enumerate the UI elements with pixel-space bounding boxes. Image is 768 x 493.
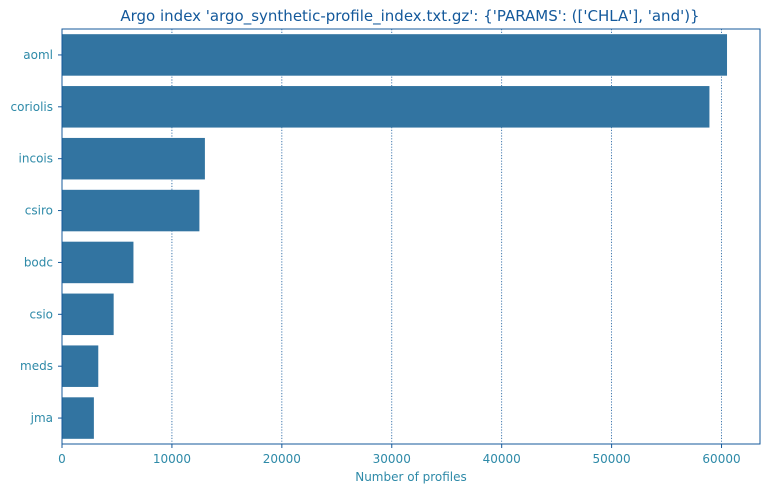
- x-tick-label: 50000: [593, 452, 631, 466]
- y-tick-label-csio: csio: [29, 307, 53, 321]
- bar-incois: [62, 137, 205, 180]
- bar-bodc: [62, 241, 134, 284]
- y-tick-label-csiro: csiro: [25, 204, 53, 218]
- x-tick-label: 10000: [153, 452, 191, 466]
- bar-coriolis: [62, 86, 710, 128]
- y-tick-label-incois: incois: [19, 152, 53, 166]
- x-axis-ticks: 0 10000 20000 30000 40000 50000 60000: [58, 444, 741, 466]
- y-tick-label-bodc: bodc: [24, 255, 53, 269]
- x-axis-label: Number of profiles: [355, 470, 467, 484]
- bar-csio: [62, 293, 114, 336]
- bar-jma: [62, 397, 94, 439]
- x-tick-label: 30000: [373, 452, 411, 466]
- x-tick-label: 40000: [483, 452, 521, 466]
- grid-lines: [171, 29, 722, 444]
- x-tick-label: 0: [58, 452, 66, 466]
- y-tick-label-jma: jma: [30, 411, 53, 425]
- bar-aoml: [62, 34, 728, 76]
- x-tick-label: 60000: [702, 452, 740, 466]
- chart-title: Argo index 'argo_synthetic-profile_index…: [120, 7, 699, 26]
- y-axis-ticks: aoml coriolis incois csiro bodc csio meds jma: [11, 48, 62, 425]
- bar-meds: [62, 345, 99, 387]
- bar-csiro: [62, 189, 200, 232]
- x-tick-label: 20000: [263, 452, 301, 466]
- y-tick-label-coriolis: coriolis: [11, 100, 53, 114]
- plot-frame: [61, 28, 761, 445]
- y-tick-label-aoml: aoml: [23, 48, 53, 62]
- bars: [62, 34, 728, 439]
- y-tick-label-meds: meds: [20, 359, 53, 373]
